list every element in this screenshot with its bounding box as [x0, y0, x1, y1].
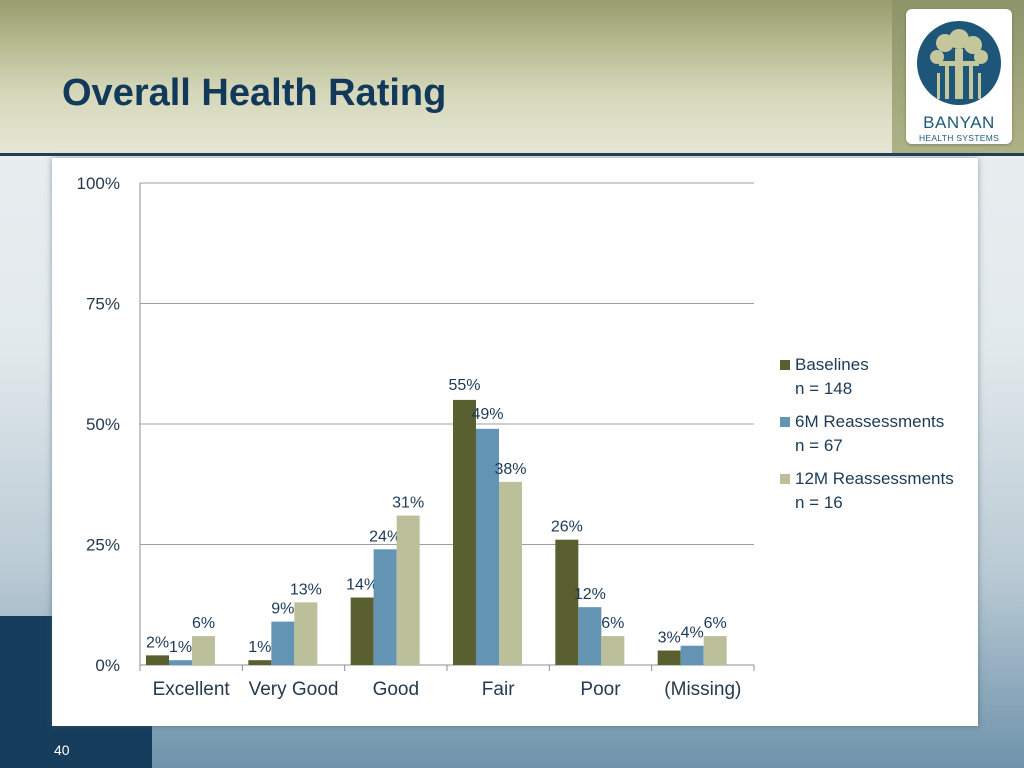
bar — [680, 645, 704, 665]
data-label: 6% — [704, 615, 727, 632]
data-label: 6% — [601, 615, 624, 632]
legend-label: 6M Reassessments — [795, 412, 944, 431]
bar — [578, 607, 602, 665]
bar — [271, 621, 295, 665]
data-label: 4% — [681, 625, 704, 642]
page-number: 40 — [54, 742, 70, 758]
chart-panel: 0% 25% 50% 75% 100% Excellent Very Good Good Fai… — [52, 158, 978, 726]
bar — [453, 399, 476, 665]
category-label: Fair — [482, 679, 515, 700]
bar — [350, 597, 374, 665]
bar — [146, 655, 169, 665]
header-band — [0, 0, 892, 153]
legend-n-label: n = 148 — [795, 379, 852, 398]
legend-n-label: n = 16 — [795, 493, 843, 512]
legend-swatch — [780, 417, 790, 427]
bar — [373, 549, 397, 665]
data-label: 13% — [290, 581, 322, 598]
bar — [169, 660, 192, 665]
slide-title: Overall Health Rating — [62, 72, 447, 114]
data-label: 12% — [574, 586, 606, 603]
y-tick-label: 100% — [77, 174, 120, 193]
data-label: 26% — [551, 519, 583, 536]
logo-subtitle: HEALTH SYSTEMS — [918, 133, 1000, 143]
logo-name: BANYAN — [923, 113, 995, 132]
bar — [703, 636, 727, 665]
legend-swatch — [780, 474, 790, 484]
bar — [476, 428, 499, 665]
data-label: 14% — [346, 577, 378, 594]
category-label: (Missing) — [664, 679, 741, 700]
data-label: 1% — [169, 639, 192, 656]
y-tick-label: 25% — [86, 536, 120, 555]
bar — [192, 636, 215, 665]
category-label: Good — [373, 679, 419, 700]
bar — [499, 481, 522, 665]
y-tick-label: 75% — [86, 295, 120, 314]
bar — [396, 515, 420, 665]
logo: BANYAN HEALTH SYSTEMS — [906, 9, 1012, 144]
y-tick-label: 50% — [86, 415, 120, 434]
data-label: 3% — [658, 630, 681, 647]
header-rule — [0, 153, 1024, 156]
data-label: 1% — [248, 639, 271, 656]
legend-label: 12M Reassessments — [795, 469, 954, 488]
data-label: 38% — [494, 461, 526, 478]
bar — [601, 636, 625, 665]
data-label: 6% — [192, 615, 215, 632]
legend-swatch — [780, 360, 790, 370]
y-tick-label: 0% — [95, 656, 120, 675]
category-label: Poor — [580, 679, 621, 700]
legend-n-label: n = 67 — [795, 436, 843, 455]
bar — [555, 539, 579, 665]
data-label: 31% — [392, 495, 424, 512]
banyan-tree-icon — [917, 21, 1001, 105]
data-label: 49% — [471, 406, 503, 423]
data-label: 55% — [448, 377, 480, 394]
data-label: 2% — [146, 634, 169, 651]
bar — [294, 602, 318, 665]
bar — [248, 660, 272, 665]
data-label: 9% — [271, 601, 294, 618]
bar — [657, 650, 681, 665]
category-label: Excellent — [153, 679, 231, 700]
data-label: 24% — [369, 528, 401, 545]
bar-chart: 0% 25% 50% 75% 100% Excellent Very Good Good Fai… — [77, 174, 954, 700]
legend-label: Baselines — [795, 355, 869, 374]
category-label: Very Good — [249, 679, 339, 700]
